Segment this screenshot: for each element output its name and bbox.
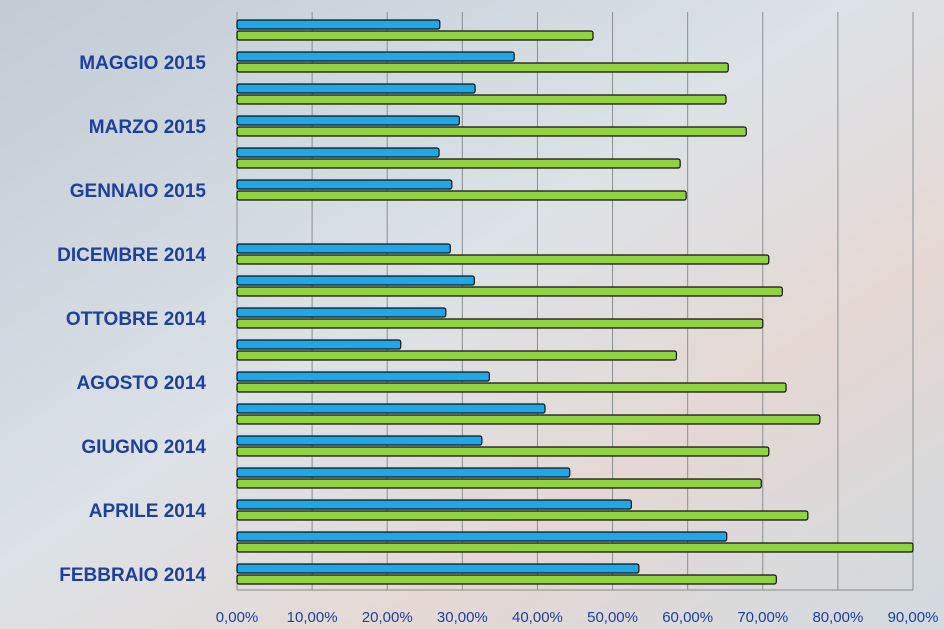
- bar: [236, 339, 402, 350]
- bar: [236, 403, 546, 414]
- bar: [236, 254, 770, 265]
- bar: [236, 435, 483, 446]
- bar: [236, 531, 728, 542]
- bar: [236, 414, 821, 425]
- bar: [236, 51, 515, 62]
- bar: [236, 126, 747, 137]
- bar: [236, 30, 594, 41]
- x-tick-label: 70,00%: [737, 609, 788, 626]
- bar: [236, 510, 809, 521]
- y-tick-label: AGOSTO 2014: [76, 373, 206, 394]
- bar: [236, 158, 681, 169]
- bar: [236, 467, 571, 478]
- y-tick-label: GIUGNO 2014: [81, 437, 206, 458]
- bar: [236, 275, 475, 286]
- y-tick-label: FEBBRAIO 2014: [59, 565, 206, 586]
- y-tick-label: OTTOBRE 2014: [66, 309, 207, 330]
- bar: [236, 350, 677, 361]
- x-tick-label: 40,00%: [512, 609, 563, 626]
- bar: [236, 286, 783, 297]
- bar: [236, 446, 770, 457]
- bar: [236, 83, 476, 94]
- bar: [236, 563, 640, 574]
- bar: [236, 243, 451, 254]
- bar: [236, 574, 777, 585]
- bar: [236, 94, 727, 105]
- y-tick-label: GENNAIO 2015: [70, 181, 207, 202]
- y-tick-label: MAGGIO 2015: [79, 53, 206, 74]
- bar: [236, 382, 787, 393]
- x-tick-label: 30,00%: [437, 609, 488, 626]
- bar: [236, 62, 729, 73]
- x-tick-label: 50,00%: [587, 609, 638, 626]
- bar: [236, 499, 632, 510]
- bar: [236, 318, 764, 329]
- x-tick-label: 10,00%: [287, 609, 338, 626]
- bar: [236, 190, 687, 201]
- x-tick-label: 90,00%: [888, 609, 939, 626]
- bar: [236, 147, 440, 158]
- x-tick-label: 80,00%: [812, 609, 863, 626]
- bar: [236, 542, 914, 553]
- y-tick-label: DICEMBRE 2014: [57, 245, 206, 266]
- y-tick-label: MARZO 2015: [89, 117, 207, 138]
- bar: [236, 371, 490, 382]
- bar: [236, 478, 762, 489]
- y-tick-label: APRILE 2014: [89, 501, 207, 522]
- bar: [236, 115, 460, 126]
- bar: [236, 19, 441, 30]
- x-tick-label: 60,00%: [662, 609, 713, 626]
- bar: [236, 179, 453, 190]
- bar: [236, 307, 447, 318]
- x-tick-label: 0,00%: [216, 609, 259, 626]
- x-tick-label: 20,00%: [362, 609, 413, 626]
